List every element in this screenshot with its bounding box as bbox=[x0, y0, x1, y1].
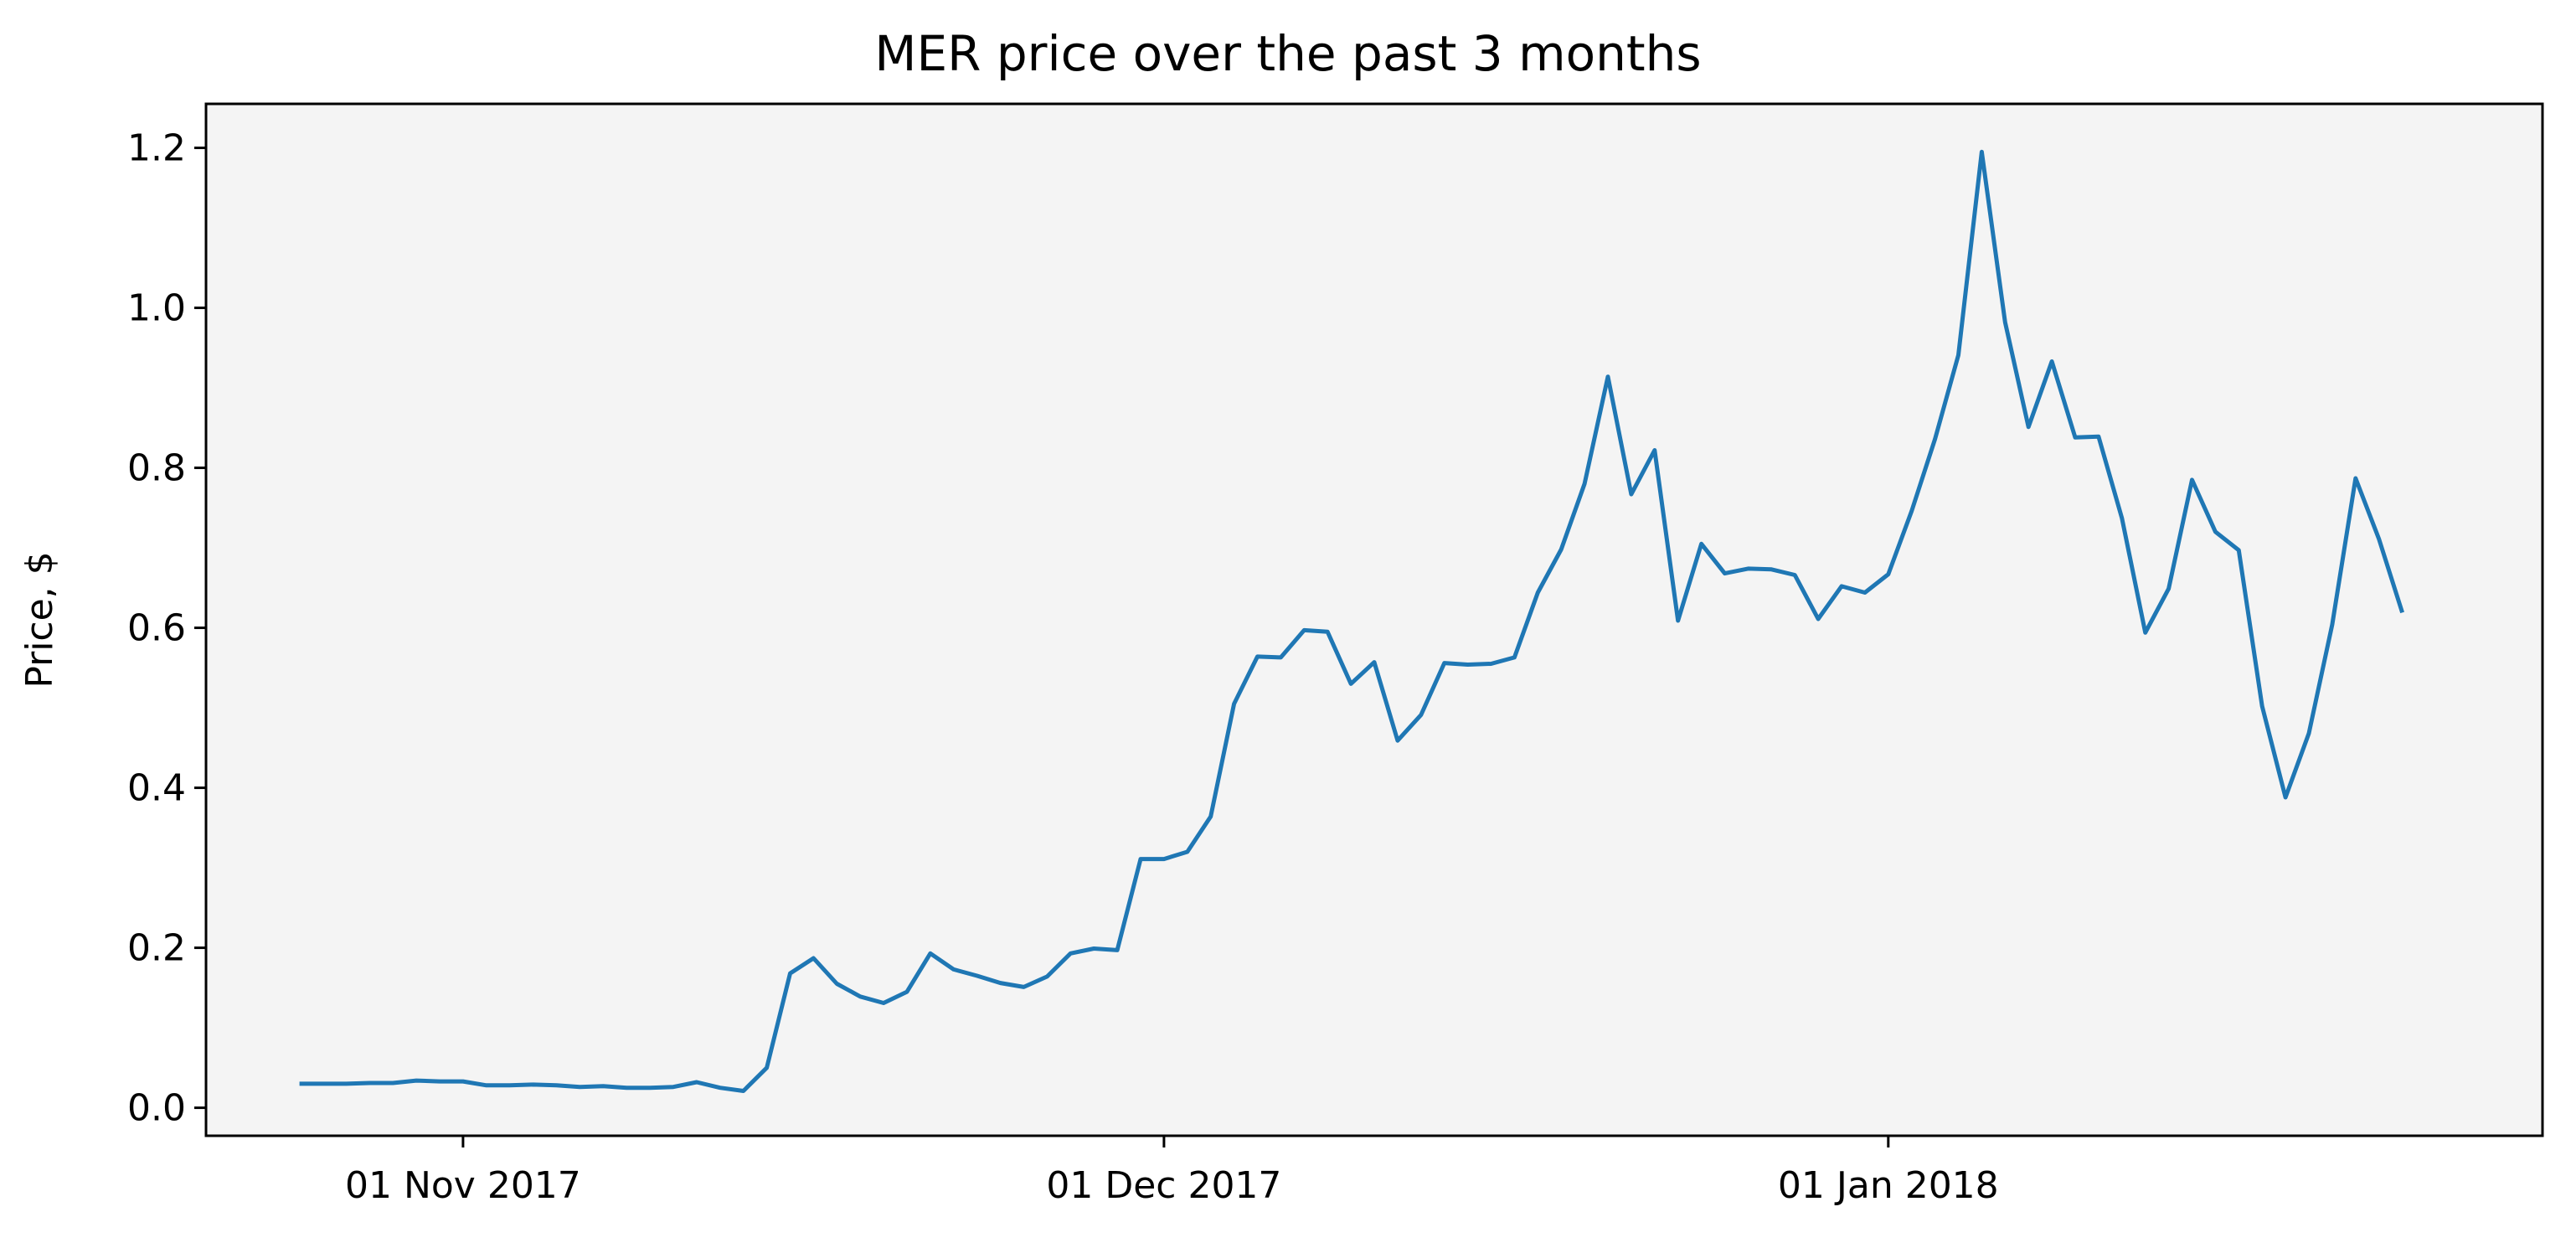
y-tick-label: 0.8 bbox=[127, 447, 186, 490]
chart-title: MER price over the past 3 months bbox=[874, 25, 1701, 82]
y-axis-label: Price, $ bbox=[18, 551, 61, 688]
y-tick-label: 1.2 bbox=[127, 127, 186, 170]
y-tick-label: 0.0 bbox=[127, 1087, 186, 1130]
plot-area bbox=[206, 104, 2543, 1136]
series-line-price bbox=[299, 149, 2404, 1093]
y-axis: 0.0 0.2 0.4 0.6 0.8 1.0 1.2 bbox=[127, 127, 206, 1130]
plot-frame bbox=[204, 102, 2544, 1137]
x-tick-label: 01 Nov 2017 bbox=[345, 1164, 581, 1207]
y-tick-label: 0.4 bbox=[127, 767, 186, 810]
x-axis: 01 Nov 2017 01 Dec 2017 01 Jan 2018 bbox=[345, 1136, 1999, 1207]
x-tick-label: 01 Dec 2017 bbox=[1046, 1164, 1281, 1207]
y-tick-label: 0.6 bbox=[127, 607, 186, 650]
y-tick-label: 0.2 bbox=[127, 927, 186, 970]
y-tick-label: 1.0 bbox=[127, 287, 186, 330]
x-tick-label: 01 Jan 2018 bbox=[1778, 1164, 1999, 1207]
